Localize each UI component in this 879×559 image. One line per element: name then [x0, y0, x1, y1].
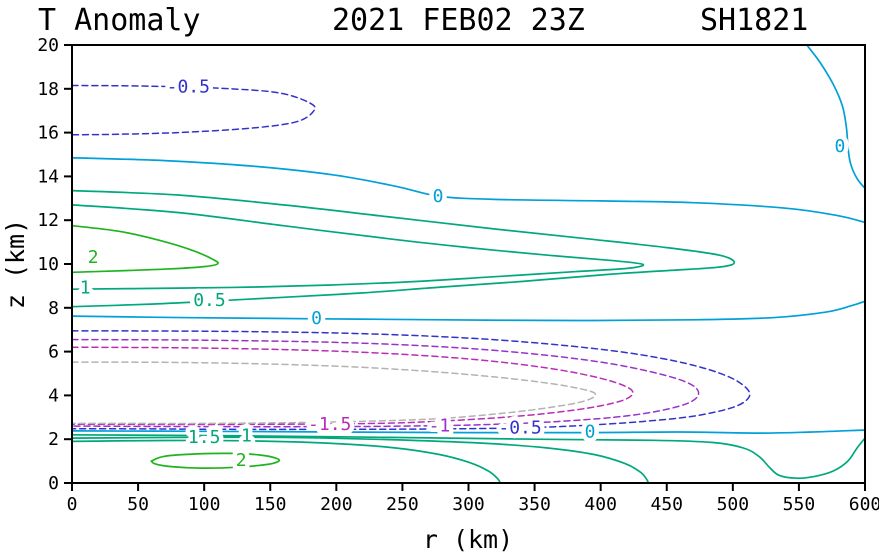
contour-line-zero-mid	[71, 300, 866, 322]
contour-lines	[71, 44, 866, 484]
contour-line-neg15-tongue	[71, 346, 634, 426]
contour-line-pos05-tongue	[71, 189, 736, 308]
contour-line-zero-top-right	[805, 44, 866, 190]
contour-line-pos1-tongue	[71, 204, 645, 291]
contour-label-neg1-tongue: -1	[429, 415, 451, 436]
x-tick-label: 0	[67, 494, 78, 515]
y-axis-ticks: 0 2 4 6 8 10 12 14 16 18 20	[37, 35, 72, 494]
contour-label-neg05-upper: -0.5	[167, 77, 210, 98]
y-axis-label: z (km)	[1, 219, 30, 309]
x-tick-label: 400	[584, 494, 617, 515]
y-tick-label: 16	[37, 123, 59, 144]
x-tick-label: 250	[386, 494, 419, 515]
x-tick-label: 500	[717, 494, 750, 515]
contour-label-neg15-tongue: -1.5	[308, 414, 351, 435]
contour-line-zero-bottom	[71, 429, 866, 434]
x-axis-ticks: 0 50 100 150 200 250 300 350 400 450 500 550 600	[67, 483, 879, 515]
plot-frame	[71, 44, 866, 484]
contour-label-zero-mid: 0	[311, 308, 322, 329]
x-tick-label: 200	[320, 494, 353, 515]
contour-label-pos2-tongue: 2	[88, 247, 99, 268]
plot-title-datetime: 2021 FEB02 23Z	[332, 3, 585, 38]
y-tick-label: 6	[48, 342, 59, 363]
contour-label-pos2-bottom: 2	[236, 450, 247, 471]
x-tick-label: 450	[650, 494, 683, 515]
contour-line-neg05-lower	[71, 330, 751, 431]
y-tick-label: 18	[37, 79, 59, 100]
y-tick-label: 8	[48, 298, 59, 319]
plot-title-left: T Anomaly	[38, 3, 201, 38]
contour-label-pos15-bottom: 1.5	[188, 427, 221, 448]
y-tick-label: 2	[48, 429, 59, 450]
x-tick-label: 300	[452, 494, 485, 515]
y-tick-label: 12	[37, 210, 59, 231]
y-tick-label: 10	[37, 254, 59, 275]
contour-label-neg05-lower: -0.5	[498, 417, 541, 438]
x-tick-label: 100	[188, 494, 221, 515]
y-tick-label: 20	[37, 35, 59, 56]
contour-line-pos2-tongue	[71, 224, 219, 274]
contour-line-pos2-bottom	[150, 452, 281, 469]
x-tick-label: 550	[783, 494, 816, 515]
contour-label-zero-top-right: 0	[834, 136, 845, 157]
x-tick-label: 50	[127, 494, 149, 515]
contour-line-pos15-bottom	[71, 439, 502, 484]
y-tick-label: 4	[48, 385, 59, 406]
contour-label-zero-bottom: 0	[585, 422, 596, 443]
plot-title-storm-id: SH1821	[700, 3, 808, 38]
contour-line-pos1-bottom	[71, 436, 650, 484]
contour-label-pos1-tongue: 1	[80, 278, 91, 299]
contour-level-labels: -0.5 0 0 0.5 1 2 0 -0.5 -1 -1.5 0 1 1.5 2	[75, 72, 850, 475]
x-tick-label: 350	[518, 494, 551, 515]
contour-line-neg2-tongue	[71, 361, 597, 425]
contour-line-pos05-bottom	[71, 433, 866, 480]
y-tick-label: 14	[37, 166, 59, 187]
contour-line-zero-upper	[71, 156, 866, 224]
x-axis-label: r (km)	[423, 525, 513, 554]
x-tick-label: 600	[849, 494, 879, 515]
x-tick-label: 150	[254, 494, 287, 515]
y-tick-label: 0	[48, 473, 59, 494]
contour-label-zero-upper: 0	[433, 186, 444, 207]
contour-label-pos1-bottom: 1	[241, 426, 252, 447]
contour-label-pos05-tongue: 0.5	[193, 290, 226, 311]
contour-line-neg1-tongue	[71, 338, 700, 428]
contour-line-neg05-upper	[71, 84, 316, 136]
